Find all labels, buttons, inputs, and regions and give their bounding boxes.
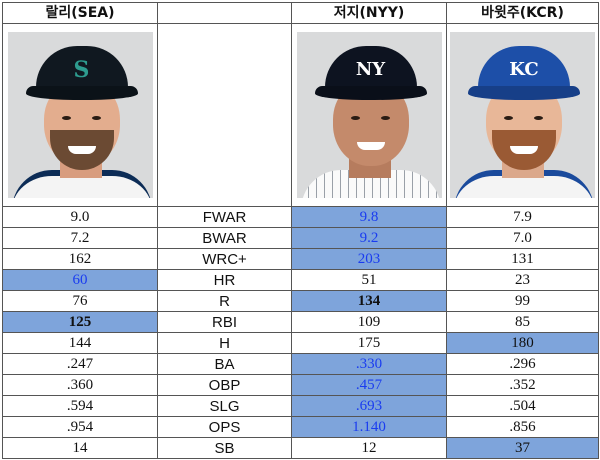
player-photo-cell: KC (446, 23, 599, 207)
header-row: 랄리(SEA) 저지(NYY) 바윗주(KCR) (2, 2, 599, 24)
stat-value: 85 (446, 311, 599, 333)
stat-value: .360 (2, 374, 158, 396)
stat-value-leader: 1.140 (291, 416, 447, 438)
stat-value-leader: 9.8 (291, 206, 447, 228)
stat-value: 99 (446, 290, 599, 312)
stat-row-ops: .954 OPS 1.140 .856 (2, 416, 599, 438)
stat-label: OPS (157, 416, 292, 438)
player-photo: S (7, 32, 153, 198)
stat-row-h: 144 H 175 180 (2, 332, 599, 354)
stat-value: 109 (291, 311, 447, 333)
stat-value: .954 (2, 416, 158, 438)
stat-value: .247 (2, 353, 158, 375)
stat-value: 7.9 (446, 206, 599, 228)
stat-row-sb: 14 SB 12 37 (2, 437, 599, 459)
player-photo-cell: S (2, 23, 158, 207)
stat-row-hr: 60 HR 51 23 (2, 269, 599, 291)
stat-row-ba: .247 BA .330 .296 (2, 353, 599, 375)
stat-value-leader: 203 (291, 248, 447, 270)
stat-value: 23 (446, 269, 599, 291)
stat-label: OBP (157, 374, 292, 396)
stat-label: H (157, 332, 292, 354)
cap-logo: S (73, 57, 90, 83)
cap-logo: NY (355, 59, 386, 80)
stat-value-leader: 125 (2, 311, 158, 333)
stat-value-leader: .330 (291, 353, 447, 375)
stat-label: SB (157, 437, 292, 459)
stat-value: .856 (446, 416, 599, 438)
stat-value: 51 (291, 269, 447, 291)
photo-row: S NY (2, 23, 599, 207)
stat-row-fwar: 9.0 FWAR 9.8 7.9 (2, 206, 599, 228)
stat-value: 14 (2, 437, 158, 459)
stat-value: .296 (446, 353, 599, 375)
stat-value: 144 (2, 332, 158, 354)
stat-label: HR (157, 269, 292, 291)
stat-value-leader: 180 (446, 332, 599, 354)
stat-label: BWAR (157, 227, 292, 249)
stat-value-leader: 37 (446, 437, 599, 459)
stat-value: .504 (446, 395, 599, 417)
player-photo: NY (296, 32, 442, 198)
stat-row-slg: .594 SLG .693 .504 (2, 395, 599, 417)
stat-row-wrc: 162 WRC+ 203 131 (2, 248, 599, 270)
stat-value-leader: .457 (291, 374, 447, 396)
cap-logo: KC (509, 59, 539, 80)
stat-row-bwar: 7.2 BWAR 9.2 7.0 (2, 227, 599, 249)
stat-label: RBI (157, 311, 292, 333)
stat-value-leader: 134 (291, 290, 447, 312)
player-name-header: 저지(NYY) (291, 2, 447, 24)
stat-value-leader: .693 (291, 395, 447, 417)
player-name-header: 랄리(SEA) (2, 2, 158, 24)
stat-value: 7.2 (2, 227, 158, 249)
stat-value: 76 (2, 290, 158, 312)
stat-label: FWAR (157, 206, 292, 228)
stat-value: 175 (291, 332, 447, 354)
stat-value: 131 (446, 248, 599, 270)
stat-value: 12 (291, 437, 447, 459)
stat-label: SLG (157, 395, 292, 417)
player-photo-cell: NY (291, 23, 447, 207)
stat-value: .352 (446, 374, 599, 396)
player-name-header: 바윗주(KCR) (446, 2, 599, 24)
stat-label-header (157, 2, 292, 24)
stat-label: BA (157, 353, 292, 375)
stat-value-leader: 9.2 (291, 227, 447, 249)
player-photo: KC (450, 32, 595, 198)
stat-row-r: 76 R 134 99 (2, 290, 599, 312)
stat-row-rbi: 125 RBI 109 85 (2, 311, 599, 333)
stat-value: .594 (2, 395, 158, 417)
stat-value: 9.0 (2, 206, 158, 228)
stat-label: WRC+ (157, 248, 292, 270)
stat-value: 7.0 (446, 227, 599, 249)
stat-row-obp: .360 OBP .457 .352 (2, 374, 599, 396)
stat-value: 162 (2, 248, 158, 270)
stat-value-leader: 60 (2, 269, 158, 291)
stat-label: R (157, 290, 292, 312)
empty-photo-cell (157, 23, 292, 207)
